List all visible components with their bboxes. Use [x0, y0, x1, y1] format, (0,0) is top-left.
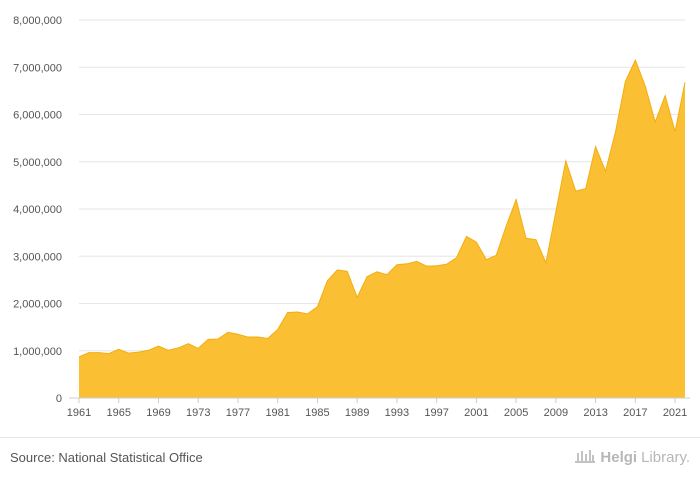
y-tick-label: 6,000,000 — [13, 110, 62, 122]
x-tick-label: 2005 — [504, 407, 528, 419]
x-tick-label: 1961 — [67, 407, 91, 419]
x-tick-label: 2021 — [663, 407, 687, 419]
x-tick-label: 1973 — [186, 407, 210, 419]
area-chart: 0 1,000,000 2,000,000 3,000,000 4,000,000 5,0… — [13, 15, 690, 419]
x-tick-label: 1981 — [265, 407, 289, 419]
y-tick-label: 0 — [56, 393, 62, 405]
x-tick-label: 1977 — [226, 407, 250, 419]
helgi-library-brand[interactable]: Helgi Library. — [574, 448, 690, 466]
area-fill — [79, 60, 685, 398]
y-tick-label: 7,000,000 — [13, 62, 62, 74]
x-tick-label: 1965 — [106, 407, 130, 419]
x-tick-label: 1993 — [385, 407, 409, 419]
x-tick-label: 1997 — [424, 407, 448, 419]
y-tick-label: 2,000,000 — [13, 299, 62, 311]
x-tick-label: 2001 — [464, 407, 488, 419]
brand-name-strong: Helgi — [600, 448, 638, 466]
brand-name-light: Library. — [641, 448, 690, 466]
y-tick-label: 5,000,000 — [13, 157, 62, 169]
footer-divider — [0, 437, 700, 438]
library-logo-icon — [575, 450, 596, 463]
x-tick-label: 1989 — [345, 407, 369, 419]
y-tick-label: 8,000,000 — [13, 15, 62, 27]
x-tick-label: 1969 — [146, 407, 170, 419]
y-tick-label: 4,000,000 — [13, 204, 62, 216]
source-note: Source: National Statistical Office — [10, 450, 203, 465]
x-tick-label: 2009 — [544, 407, 568, 419]
x-tick-label: 1985 — [305, 407, 329, 419]
x-tick-label: 2017 — [623, 407, 647, 419]
y-tick-label: 3,000,000 — [13, 251, 62, 263]
series-line — [78, 58, 686, 358]
x-tick-label: 2013 — [583, 407, 607, 419]
y-tick-label: 1,000,000 — [13, 346, 62, 358]
